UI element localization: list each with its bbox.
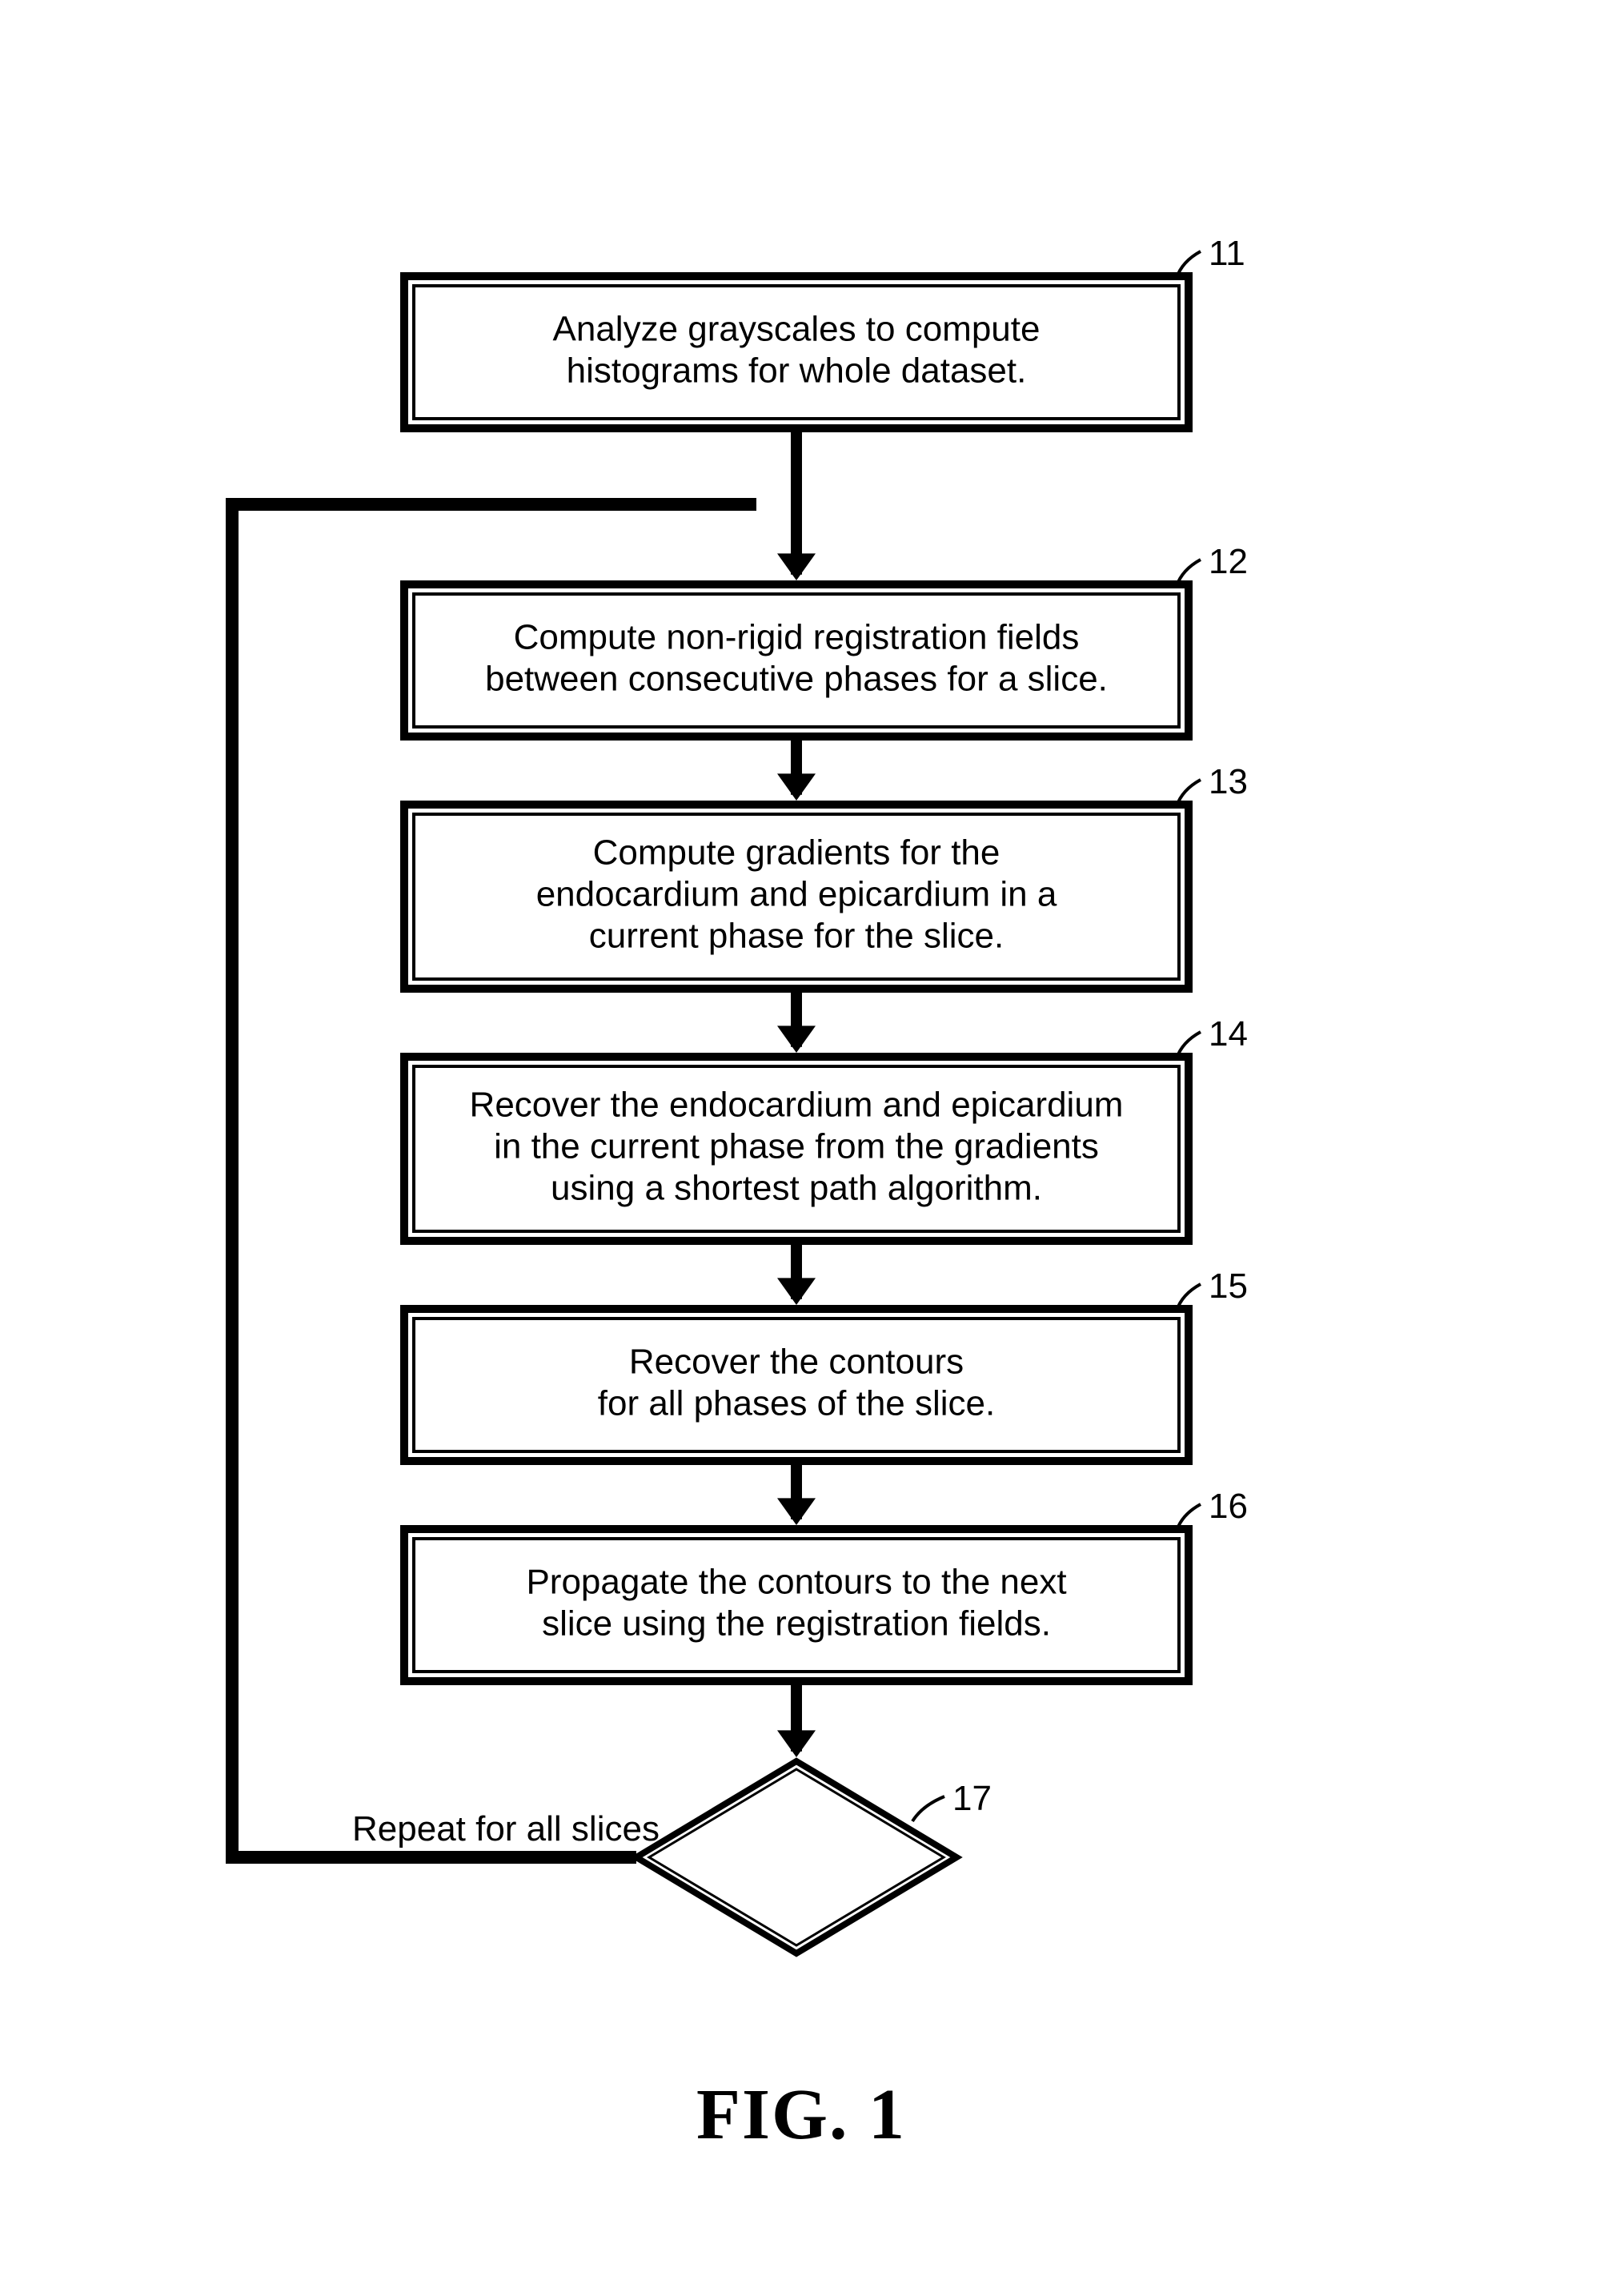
flowchart-diagram: Analyze grayscales to computehistograms … [0, 0, 1624, 2280]
figure-caption: FIG. 1 [696, 2073, 906, 2156]
svg-text:Analyze grayscales to compute: Analyze grayscales to compute [553, 310, 1041, 349]
loop-label: Repeat for all slices [352, 1809, 660, 1849]
svg-text:in the current phase from the: in the current phase from the gradients [494, 1127, 1099, 1166]
svg-text:between consecutive phases for: between consecutive phases for a slice. [485, 660, 1108, 699]
svg-text:Compute gradients for the: Compute gradients for the [593, 833, 1000, 873]
svg-text:Recover the endocardium and ep: Recover the endocardium and epicardium [470, 1086, 1124, 1125]
svg-text:Recover the contours: Recover the contours [629, 1343, 964, 1382]
svg-text:Propagate the contours to the: Propagate the contours to the next [526, 1563, 1066, 1602]
svg-text:for all phases of the slice.: for all phases of the slice. [598, 1384, 995, 1423]
step-number-14: 14 [1209, 1014, 1248, 1054]
svg-text:endocardium and epicardium in: endocardium and epicardium in a [536, 875, 1057, 914]
step-number-15: 15 [1209, 1266, 1248, 1307]
step-number-17: 17 [952, 1779, 992, 1819]
step-number-16: 16 [1209, 1487, 1248, 1527]
svg-text:slice using the registration f: slice using the registration fields. [542, 1604, 1051, 1644]
step-number-11: 11 [1209, 234, 1245, 274]
svg-text:histograms for whole dataset.: histograms for whole dataset. [567, 351, 1027, 391]
svg-text:current phase for the slice.: current phase for the slice. [589, 917, 1004, 956]
svg-text:using a shortest path algorith: using a shortest path algorithm. [551, 1169, 1042, 1208]
step-number-13: 13 [1209, 762, 1248, 802]
step-number-12: 12 [1209, 542, 1248, 582]
svg-text:Compute non-rigid registration: Compute non-rigid registration fields [514, 618, 1080, 657]
